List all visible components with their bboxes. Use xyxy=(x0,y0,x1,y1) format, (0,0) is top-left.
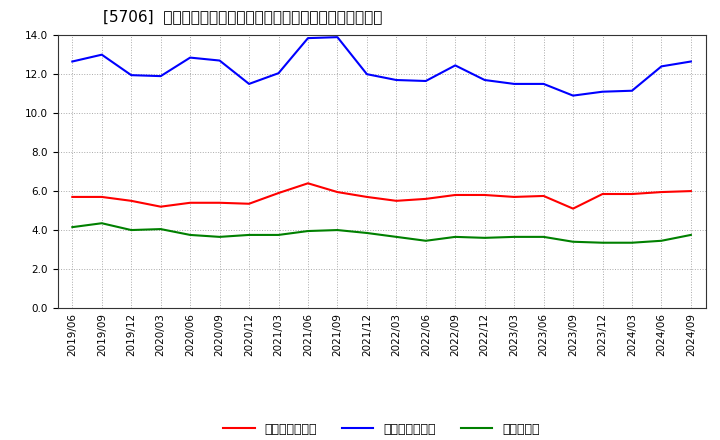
売上債権回転率 xyxy=(687,188,696,194)
買入債務回転率 xyxy=(421,78,430,84)
売上債権回転率 xyxy=(127,198,135,203)
在庫回転率 xyxy=(97,220,106,226)
買入債務回転率 xyxy=(333,34,342,40)
売上債権回転率 xyxy=(333,189,342,194)
在庫回転率 xyxy=(569,239,577,244)
売上債権回転率 xyxy=(598,191,607,197)
在庫回転率 xyxy=(687,232,696,238)
買入債務回転率 xyxy=(156,73,165,79)
売上債権回転率 xyxy=(569,206,577,211)
買入債務回転率 xyxy=(451,63,459,68)
買入債務回転率 xyxy=(245,81,253,87)
買入債務回転率 xyxy=(274,70,283,76)
売上債権回転率 xyxy=(186,200,194,205)
買入債務回転率 xyxy=(127,73,135,78)
買入債務回転率 xyxy=(186,55,194,60)
売上債権回転率 xyxy=(421,196,430,202)
在庫回転率 xyxy=(127,227,135,233)
売上債権回転率 xyxy=(510,194,518,200)
売上債権回転率 xyxy=(657,189,666,194)
在庫回転率 xyxy=(363,230,372,235)
売上債権回転率 xyxy=(363,194,372,200)
在庫回転率 xyxy=(186,232,194,238)
Text: [5706]  売上債権回転率、買入債務回転率、在庫回転率の推移: [5706] 売上債権回転率、買入債務回転率、在庫回転率の推移 xyxy=(103,9,382,24)
買入債務回転率 xyxy=(539,81,548,87)
在庫回転率 xyxy=(598,240,607,246)
Line: 買入債務回転率: 買入債務回転率 xyxy=(72,37,691,95)
買入債務回転率 xyxy=(215,58,224,63)
売上債権回転率 xyxy=(245,201,253,206)
売上債権回転率 xyxy=(68,194,76,200)
買入債務回転率 xyxy=(657,64,666,69)
売上債権回転率 xyxy=(480,192,489,198)
売上債権回転率 xyxy=(304,181,312,186)
売上債権回転率 xyxy=(451,192,459,198)
売上債権回転率 xyxy=(628,191,636,197)
在庫回転率 xyxy=(480,235,489,241)
売上債権回転率 xyxy=(156,204,165,209)
在庫回転率 xyxy=(245,232,253,238)
買入債務回転率 xyxy=(363,72,372,77)
売上債権回転率 xyxy=(274,191,283,196)
在庫回転率 xyxy=(510,234,518,239)
在庫回転率 xyxy=(333,227,342,233)
在庫回転率 xyxy=(628,240,636,246)
売上債権回転率 xyxy=(97,194,106,200)
在庫回転率 xyxy=(392,234,400,239)
在庫回転率 xyxy=(539,234,548,239)
買入債務回転率 xyxy=(598,89,607,94)
Line: 在庫回転率: 在庫回転率 xyxy=(72,223,691,243)
買入債務回転率 xyxy=(97,52,106,57)
在庫回転率 xyxy=(657,238,666,243)
在庫回転率 xyxy=(215,234,224,239)
売上債権回転率 xyxy=(392,198,400,203)
買入債務回転率 xyxy=(68,59,76,64)
売上債権回転率 xyxy=(215,200,224,205)
買入債務回転率 xyxy=(304,36,312,41)
在庫回転率 xyxy=(68,224,76,230)
売上債権回転率 xyxy=(539,193,548,198)
在庫回転率 xyxy=(156,227,165,232)
買入債務回転率 xyxy=(392,77,400,83)
買入債務回転率 xyxy=(687,59,696,64)
買入債務回転率 xyxy=(628,88,636,93)
Line: 売上債権回転率: 売上債権回転率 xyxy=(72,183,691,209)
Legend: 売上債権回転率, 買入債務回転率, 在庫回転率: 売上債権回転率, 買入債務回転率, 在庫回転率 xyxy=(218,418,545,440)
買入債務回転率 xyxy=(480,77,489,83)
買入債務回転率 xyxy=(569,93,577,98)
在庫回転率 xyxy=(421,238,430,243)
在庫回転率 xyxy=(274,232,283,238)
在庫回転率 xyxy=(451,234,459,239)
在庫回転率 xyxy=(304,228,312,234)
買入債務回転率 xyxy=(510,81,518,87)
